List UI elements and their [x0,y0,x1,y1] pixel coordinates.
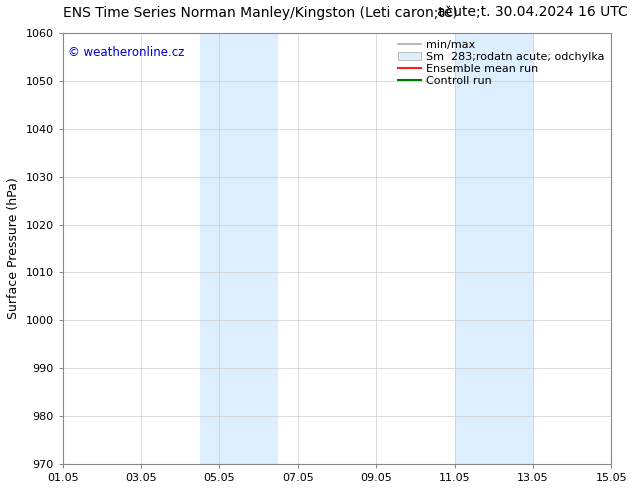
Text: acute;t. 30.04.2024 16 UTC: acute;t. 30.04.2024 16 UTC [437,5,628,19]
Text: © weatheronline.cz: © weatheronline.cz [68,46,184,59]
Text: ENS Time Series Norman Manley/Kingston (Leti caron;tě): ENS Time Series Norman Manley/Kingston (… [63,5,457,20]
Bar [200,33,278,464]
Legend: min/max, Sm  283;rodatn acute; odchylka, Ensemble mean run, Controll run: min/max, Sm 283;rodatn acute; odchylka, … [395,36,608,90]
Y-axis label: Surface Pressure (hPa): Surface Pressure (hPa) [7,178,20,319]
Bar [455,33,533,464]
